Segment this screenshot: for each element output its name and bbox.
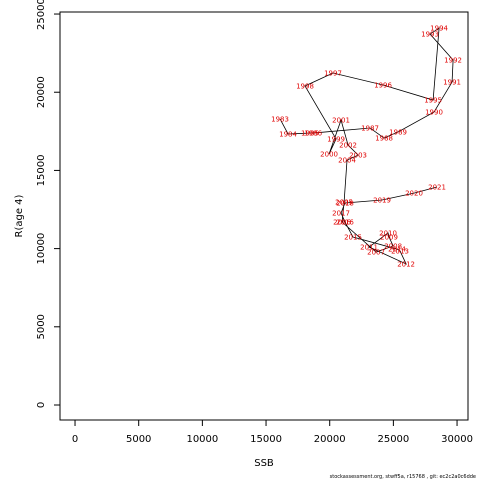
year-label: 2008 — [384, 242, 402, 250]
year-label: 2015 — [344, 234, 362, 242]
year-label: 2019 — [373, 196, 391, 204]
x-tick-label: 30000 — [441, 434, 473, 445]
y-tick-label: 10000 — [36, 233, 47, 265]
y-tick-label: 25000 — [36, 0, 47, 30]
y-tick-label: 0 — [36, 402, 47, 408]
year-label: 1987 — [361, 125, 379, 133]
year-label: 2001 — [332, 117, 350, 125]
year-label: 2010 — [379, 229, 397, 237]
x-tick-label: 25000 — [377, 434, 409, 445]
year-label: 2021 — [428, 183, 446, 191]
x-tick-label: 5000 — [126, 434, 151, 445]
year-label: 1991 — [443, 79, 461, 87]
year-label: 1984 — [279, 130, 297, 138]
year-label: 2007 — [367, 249, 385, 257]
year-label: 1997 — [324, 69, 342, 77]
year-label: 2016 — [336, 219, 354, 227]
year-label: 2009 — [380, 234, 398, 242]
year-label: 2002 — [339, 142, 357, 150]
x-axis-title: SSB — [254, 458, 274, 469]
x-tick-label: 20000 — [314, 434, 346, 445]
y-axis-title: R(age 4) — [14, 194, 25, 237]
year-label: 1990 — [425, 109, 443, 117]
footnote: stockassessment.org, stwff5a, r15768 , g… — [330, 474, 476, 480]
year-label: 2017 — [332, 209, 350, 217]
year-label: 2018 — [336, 199, 354, 207]
year-label: 1995 — [424, 97, 442, 105]
year-label: 2014 — [388, 246, 406, 254]
year-label: 2013 — [391, 247, 409, 255]
year-label: 1992 — [444, 57, 462, 65]
x-tick-label: 15000 — [250, 434, 282, 445]
year-label: 1988 — [375, 135, 393, 143]
year-label: 2004 — [338, 157, 356, 165]
year-label: 1986 — [304, 130, 322, 138]
year-label: 2020 — [405, 190, 423, 198]
year-label: 2006 — [333, 219, 351, 227]
year-label: 1999 — [327, 135, 345, 143]
year-label: 1993 — [421, 31, 439, 39]
year-label: 2011 — [360, 244, 378, 252]
year-label: 2003 — [349, 152, 367, 160]
year-label: 1989 — [389, 128, 407, 136]
year-label: 1994 — [430, 25, 448, 33]
year-label: 1998 — [296, 82, 314, 90]
x-tick-label: 10000 — [186, 434, 218, 445]
plot-box — [59, 11, 469, 421]
year-label: 2012 — [397, 260, 415, 268]
trajectory — [279, 27, 454, 265]
year-label: 2005 — [335, 199, 353, 207]
y-tick-label: 20000 — [36, 76, 47, 108]
y-tick-label: 15000 — [36, 155, 47, 187]
year-label: 2000 — [320, 150, 338, 158]
x-tick-label: 0 — [72, 434, 78, 445]
y-tick-label: 5000 — [36, 314, 47, 339]
year-label: 1983 — [271, 115, 289, 123]
year-label: 1996 — [374, 82, 392, 90]
year-label: 1985 — [301, 130, 319, 138]
